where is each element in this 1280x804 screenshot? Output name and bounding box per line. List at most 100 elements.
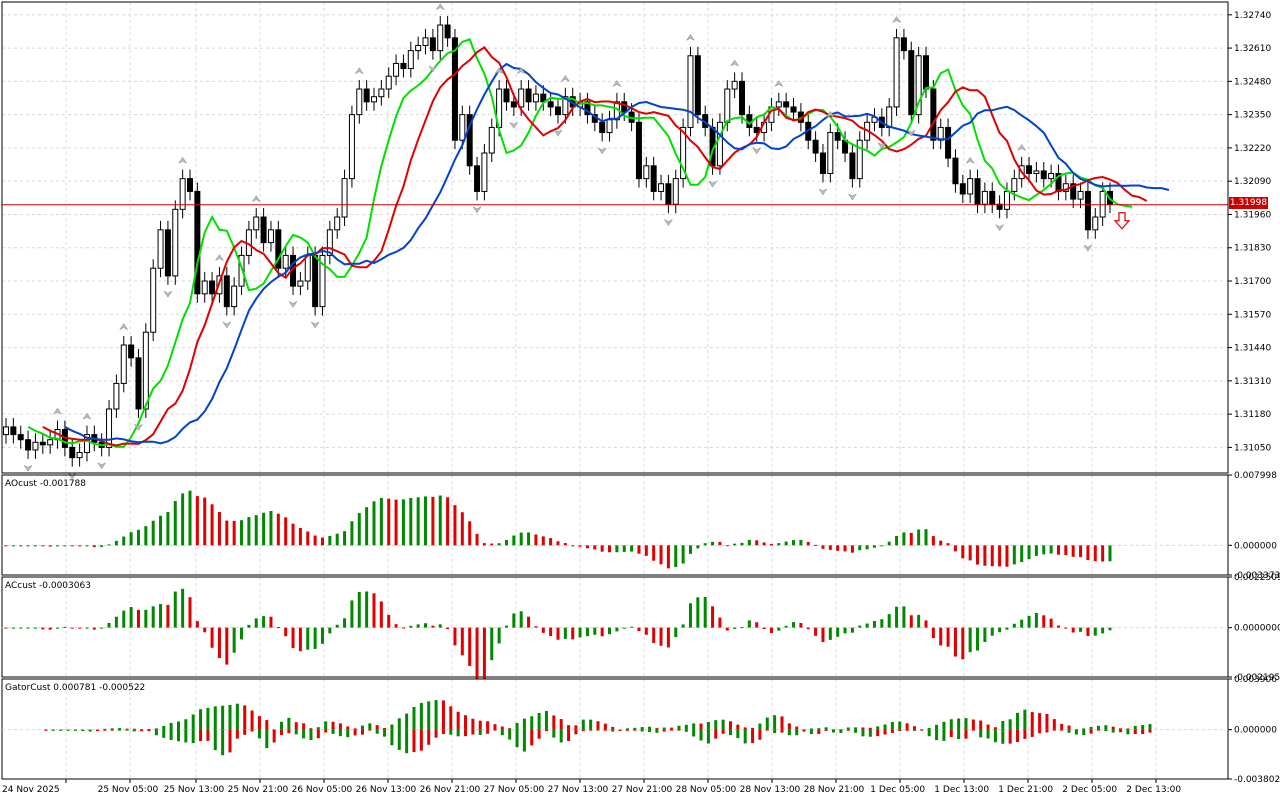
ao-bar: [328, 535, 332, 546]
gator-lower-bar: [795, 729, 799, 736]
gator-upper-bar: [383, 727, 387, 730]
ac-bar: [504, 625, 508, 628]
ac-bar: [482, 627, 486, 679]
gator-lower-bar: [1052, 729, 1056, 731]
gator-upper-bar: [243, 705, 247, 730]
ac-bar: [556, 627, 560, 640]
ac-bar: [122, 610, 126, 628]
ao-bar: [291, 523, 295, 546]
candle: [915, 55, 922, 116]
time-axis-label: 25 Nov 21:00: [228, 785, 289, 795]
ao-bar: [895, 535, 899, 546]
fractal-up-icon: [82, 412, 92, 420]
ac-bar: [379, 601, 383, 628]
candle: [371, 96, 377, 103]
ac-bar: [946, 627, 950, 647]
gator-lower-bar: [66, 729, 70, 731]
gator-lower-bar: [199, 729, 203, 742]
gator-lower-bar: [883, 729, 887, 735]
ao-bar: [681, 545, 685, 564]
candle: [996, 203, 1003, 210]
ao-bar: [887, 541, 891, 546]
gator-upper-bar: [154, 728, 158, 730]
ac-bar: [1027, 615, 1031, 628]
ac-bar: [1012, 623, 1016, 628]
ao-bar: [527, 532, 531, 546]
gator-upper-bar: [795, 726, 799, 730]
gator-upper-bar: [1126, 728, 1130, 730]
gator-lower-bar: [147, 729, 151, 732]
ao-bar: [41, 545, 45, 547]
ac-bar: [394, 624, 398, 628]
ao-bar: [4, 545, 8, 547]
ac-bar: [284, 627, 288, 637]
gator-upper-bar: [191, 714, 195, 730]
gator-lower-bar: [890, 729, 894, 733]
gator-upper-bar: [478, 720, 482, 730]
ao-bar: [865, 545, 869, 550]
gator-lower-bar: [971, 729, 975, 731]
gator-upper-bar: [1133, 725, 1137, 730]
ac-bar: [1093, 627, 1097, 636]
gator-upper-bar: [589, 719, 593, 730]
gator-upper-bar: [184, 719, 188, 730]
fractal-down-icon: [163, 290, 173, 298]
gator-upper-bar: [692, 723, 696, 730]
ac-bar: [453, 627, 457, 646]
gator-upper-bar: [1038, 713, 1042, 730]
ac-bar: [203, 627, 207, 633]
candle: [304, 254, 311, 282]
fractal-up-icon: [891, 16, 902, 24]
gator-upper-bar: [1023, 709, 1027, 730]
gator-lower-bar: [434, 729, 438, 738]
gator-upper-bar: [868, 727, 872, 730]
gator-upper-bar: [1096, 725, 1100, 730]
gator-lower-bar: [589, 729, 593, 731]
candle: [422, 37, 429, 47]
ac-bar: [262, 616, 266, 628]
gator-upper-bar: [147, 729, 151, 731]
ao-bar: [777, 543, 781, 546]
ao-bar: [836, 545, 840, 551]
gator-upper-bar: [405, 713, 409, 730]
gator-upper-bar: [1052, 719, 1056, 730]
ac-bar: [431, 625, 435, 628]
ac-bar: [357, 591, 361, 628]
ao-bar: [1020, 545, 1024, 563]
gator-upper-bar: [743, 727, 747, 730]
price-tick-label: 1.31440: [1234, 344, 1271, 354]
ao-bar: [335, 533, 339, 546]
gator-lower-bar: [316, 729, 320, 739]
gator-upper-bar: [905, 723, 909, 730]
fractal-up-icon: [516, 67, 526, 75]
gator-upper-bar: [552, 715, 556, 730]
candle: [209, 280, 216, 295]
candle: [1033, 170, 1040, 175]
ac-bar: [19, 627, 23, 629]
candle: [606, 119, 613, 134]
ao-bar: [622, 545, 626, 552]
gator-upper-bar: [1001, 720, 1005, 730]
gator-lower-bar: [405, 729, 409, 754]
ac-tick-label: 0.0000000: [1234, 624, 1280, 634]
candle: [282, 254, 289, 269]
candle: [923, 55, 929, 90]
gator-upper-bar: [706, 722, 710, 730]
gator-lower-bar: [964, 729, 968, 739]
gator-upper-bar: [979, 720, 983, 730]
gator-upper-bar: [338, 723, 342, 730]
candle: [260, 216, 267, 244]
ao-bar: [784, 541, 788, 546]
gator-lower-bar: [427, 729, 431, 745]
ac-bar: [806, 627, 810, 630]
ao-bar: [850, 545, 854, 553]
gator-lower-bar: [920, 729, 924, 731]
gator-lower-bar: [500, 729, 504, 736]
gator-upper-bar: [118, 728, 122, 730]
ac-bar: [129, 607, 133, 628]
ac-bar: [725, 627, 729, 631]
ac-bar: [865, 623, 869, 628]
gator-lower-bar: [736, 729, 740, 739]
time-axis-label: 1 Dec 13:00: [934, 785, 989, 795]
